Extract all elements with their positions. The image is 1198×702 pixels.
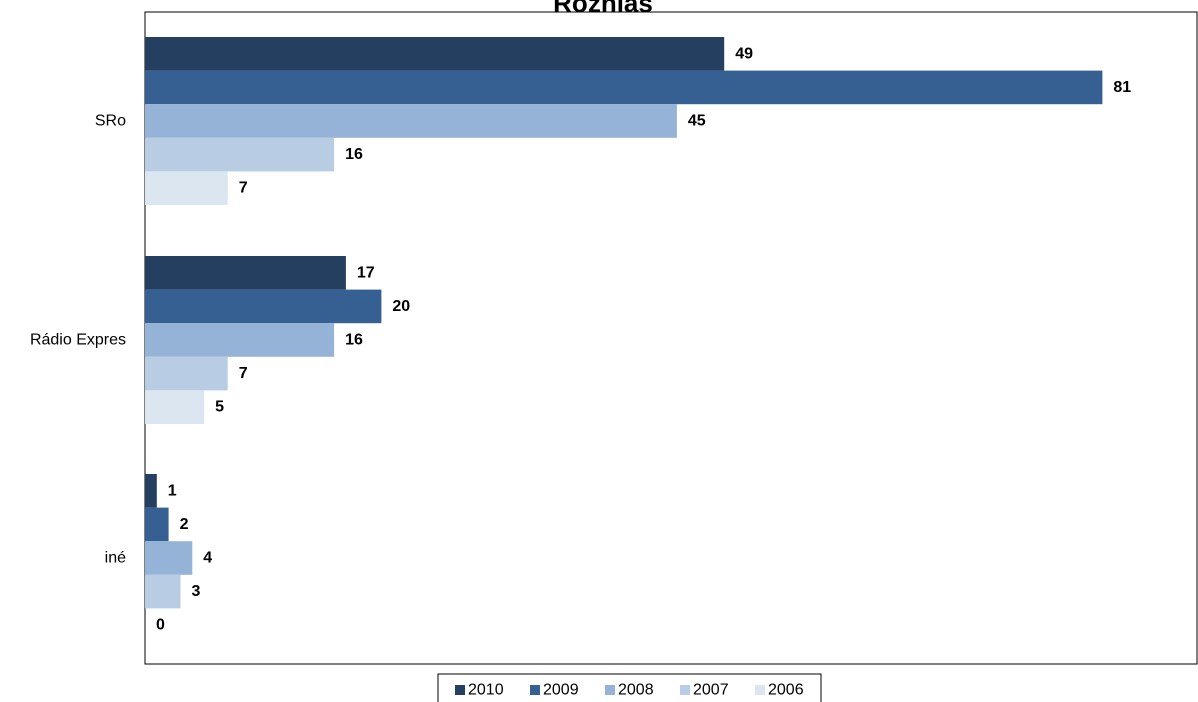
data-label-radio-expres-2010: 17 — [357, 264, 375, 281]
category-axis: SRo Rádio Expres iné — [30, 113, 126, 567]
bar-sro-2007 — [145, 137, 335, 172]
category-label-sro: SRo — [95, 113, 126, 130]
bar-radio-expres-2006 — [145, 390, 205, 424]
data-label-sro-2009: 81 — [1113, 79, 1131, 96]
bar-radio-expres-2007 — [145, 356, 228, 391]
data-label-sro-2010: 49 — [735, 45, 753, 62]
bar-ine-2009 — [145, 507, 169, 542]
legend-label-2009: 2009 — [543, 682, 579, 699]
data-label-sro-2008: 45 — [688, 113, 706, 130]
data-label-sro-2006: 7 — [239, 180, 248, 197]
data-label-ine-2009: 2 — [180, 516, 189, 533]
data-label-sro-2007: 16 — [345, 146, 363, 163]
legend-swatch-2009 — [530, 685, 540, 695]
data-label-radio-expres-2009: 20 — [392, 298, 410, 315]
bar-radio-expres-2008 — [145, 323, 335, 357]
data-label-ine-2008: 4 — [203, 550, 212, 567]
legend-swatch-2008 — [605, 685, 615, 695]
bar-sro-2008 — [145, 104, 677, 138]
bar-radio-expres-2010 — [145, 256, 346, 290]
data-label-radio-expres-2008: 16 — [345, 332, 363, 349]
category-label-radio-expres: Rádio Expres — [30, 332, 126, 349]
legend-label-2007: 2007 — [693, 682, 729, 699]
bar-sro-2006 — [145, 171, 228, 205]
legend-swatch-2010 — [455, 685, 465, 695]
legend: 2010 2009 2008 2007 2006 — [437, 673, 822, 702]
data-label-ine-2007: 3 — [192, 583, 201, 600]
legend-swatch-2006 — [755, 685, 765, 695]
bar-sro-2009 — [145, 70, 1103, 105]
legend-label-2006: 2006 — [768, 682, 804, 699]
chart-title: Rozhlas — [553, 0, 653, 18]
data-label-ine-2006: 0 — [156, 617, 165, 634]
data-label-radio-expres-2006: 5 — [215, 399, 224, 416]
bar-ine-2008 — [145, 541, 193, 575]
bar-radio-expres-2009 — [145, 289, 382, 324]
legend-label-2010: 2010 — [468, 682, 504, 699]
legend-label-2008: 2008 — [618, 682, 654, 699]
bar-ine-2007 — [145, 574, 181, 609]
legend-swatch-2007 — [680, 685, 690, 695]
data-label-radio-expres-2007: 7 — [239, 365, 248, 382]
bar-sro-2010 — [145, 37, 725, 71]
data-label-ine-2010: 1 — [168, 482, 177, 499]
bar-ine-2010 — [145, 474, 157, 508]
category-label-ine: iné — [105, 550, 126, 567]
